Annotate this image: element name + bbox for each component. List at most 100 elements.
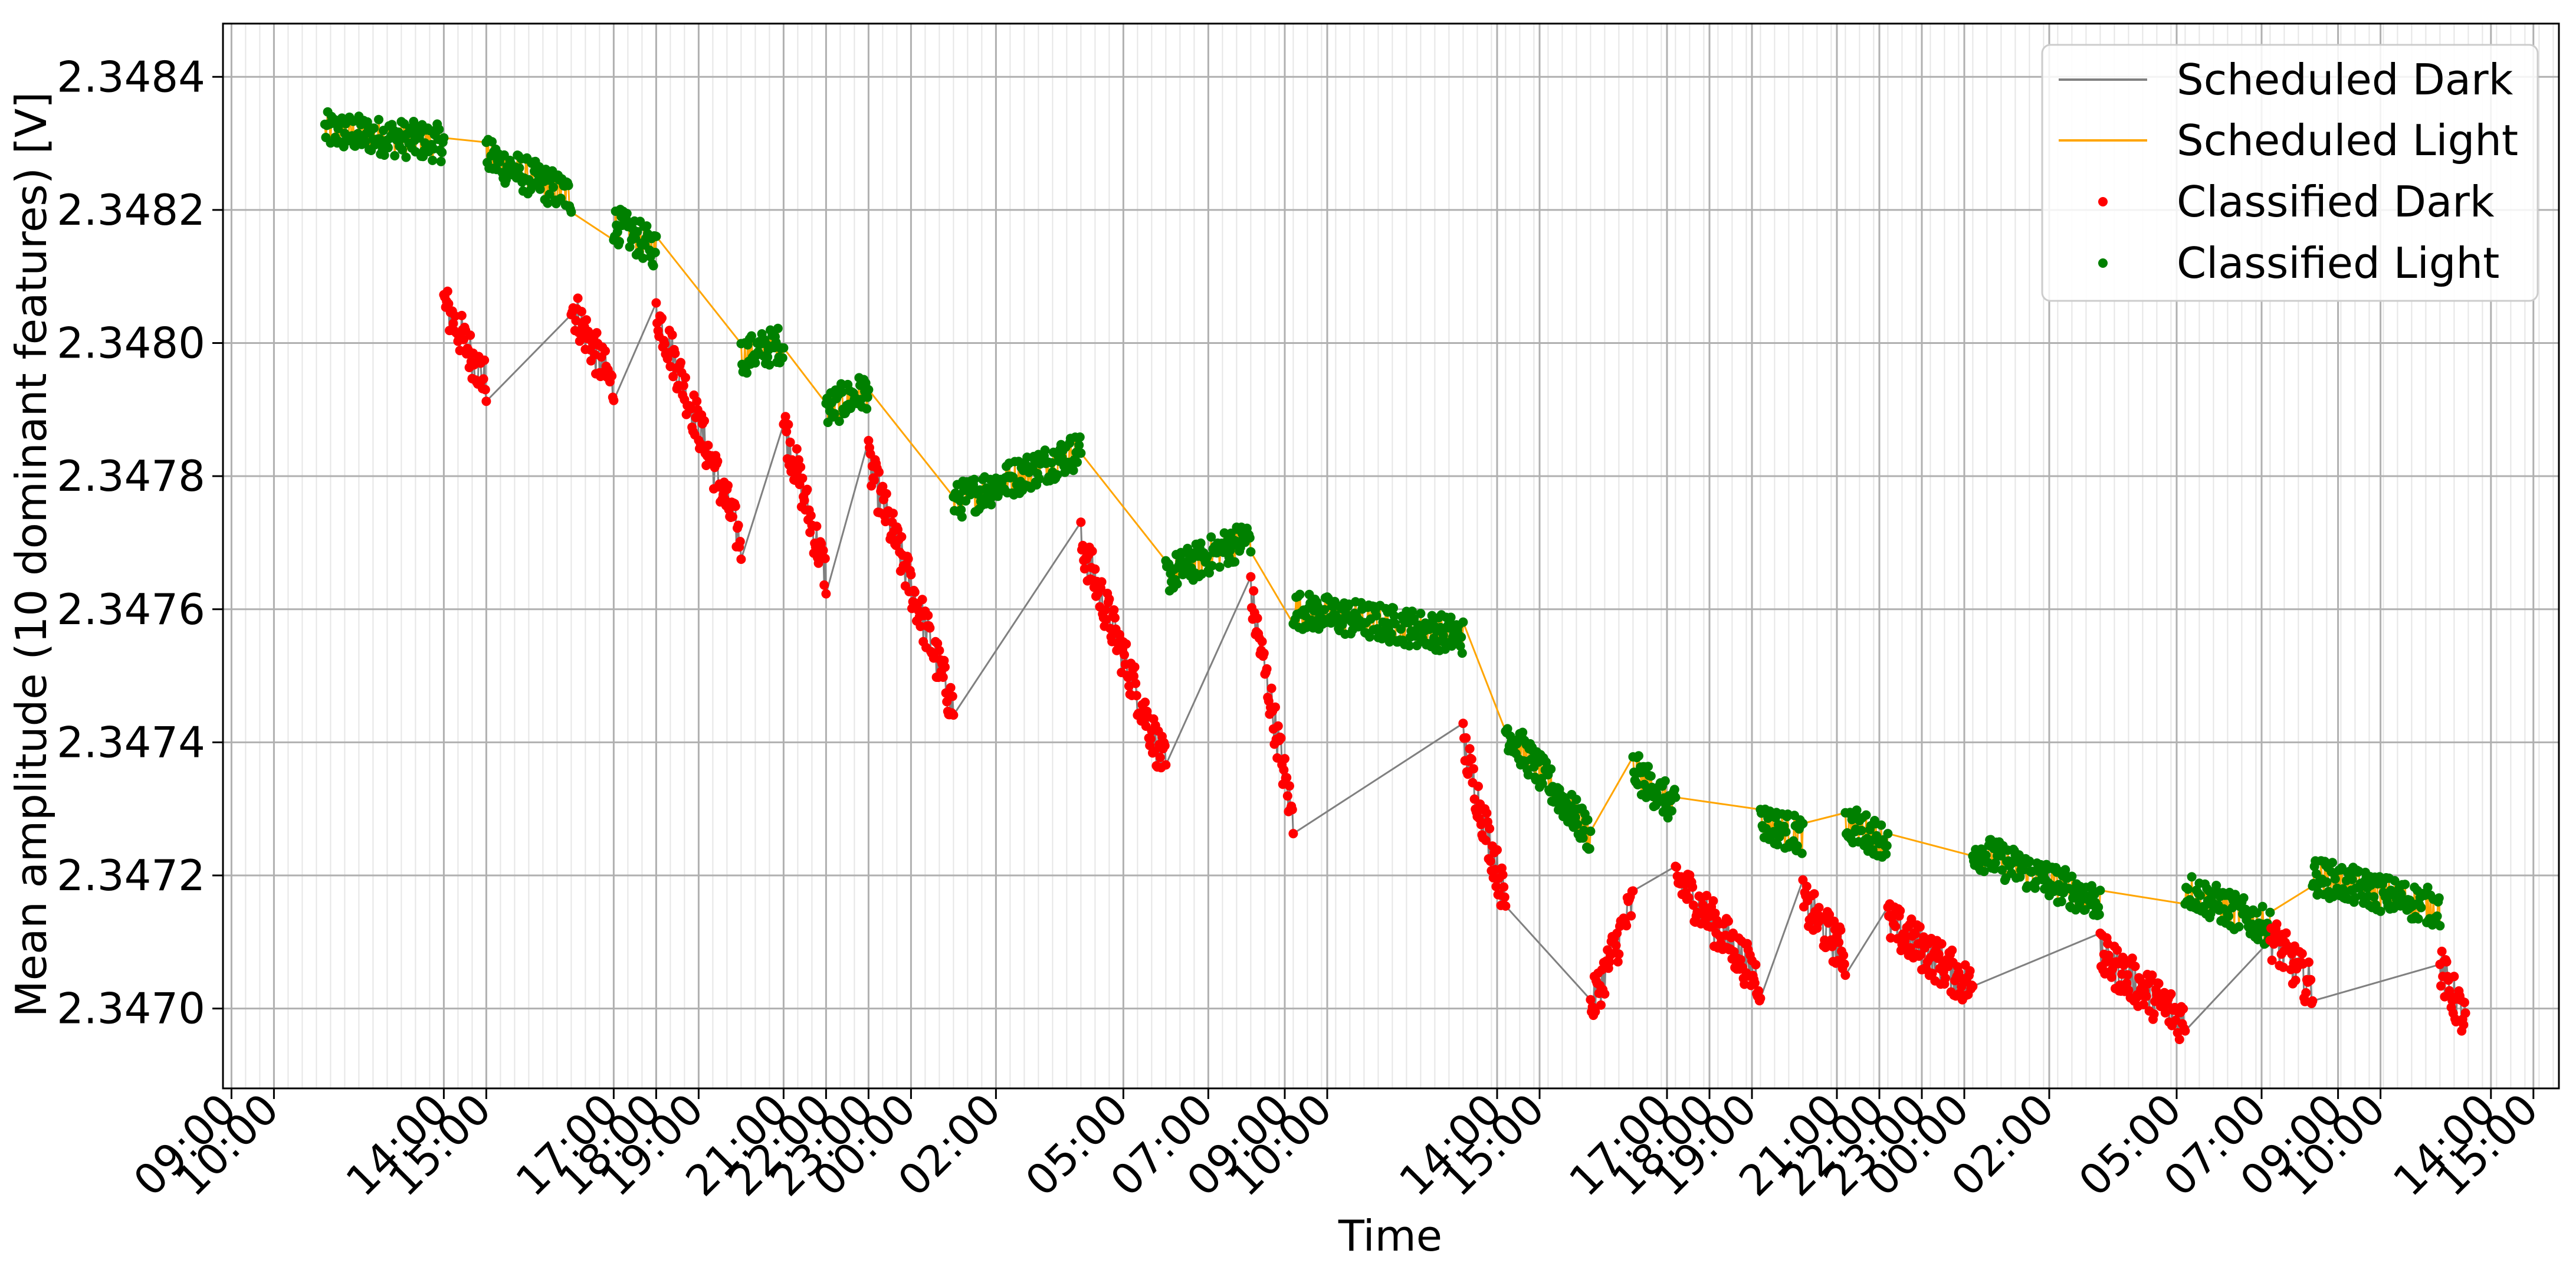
scheduled-dark-connector	[2184, 940, 2271, 1032]
classified-dark-point	[1622, 921, 1632, 931]
classified-dark-point	[1702, 891, 1712, 901]
classified-light-point	[837, 387, 847, 397]
classified-light-point	[2375, 906, 2385, 916]
classified-dark-point	[893, 524, 903, 534]
classified-dark-point	[1829, 916, 1839, 926]
classified-dark-point	[940, 662, 950, 672]
classified-dark-point	[799, 496, 809, 506]
classified-light-point	[1446, 612, 1456, 622]
classified-dark-point	[723, 481, 733, 490]
classified-dark-point	[1891, 921, 1901, 931]
classified-light-point	[1172, 579, 1182, 589]
classified-light-point	[1389, 603, 1398, 613]
classified-dark-point	[2460, 1008, 2470, 1018]
classified-light-point	[764, 360, 775, 370]
classified-dark-point	[2449, 972, 2459, 982]
classified-light-point	[956, 505, 966, 515]
classified-dark-point	[1754, 986, 1764, 996]
classified-light-point	[439, 133, 449, 143]
classified-dark-point	[2267, 955, 2277, 965]
classified-light-point	[650, 248, 660, 257]
classified-dark-point	[869, 475, 879, 485]
classified-light-point	[2239, 893, 2249, 903]
classified-dark-point	[1131, 691, 1141, 701]
classified-dark-point	[607, 371, 617, 381]
classified-dark-point	[651, 298, 661, 308]
scheduled-dark-connector	[613, 302, 657, 401]
classified-dark-point	[575, 336, 585, 346]
classified-dark-point	[1491, 881, 1501, 891]
classified-light-point	[862, 404, 872, 414]
classified-light-point	[2400, 880, 2410, 890]
plot-points	[320, 107, 2470, 1044]
classified-dark-point	[1937, 939, 1947, 949]
classified-dark-point	[480, 355, 490, 365]
classified-dark-point	[692, 396, 702, 406]
classified-light-point	[638, 253, 648, 263]
classified-light-point	[2396, 889, 2406, 899]
classified-dark-point	[2306, 975, 2316, 985]
classified-light-point	[1663, 813, 1673, 823]
classified-light-point	[549, 182, 558, 192]
classified-dark-point	[796, 462, 806, 472]
classified-light-point	[543, 198, 553, 208]
classified-dark-point	[946, 683, 956, 693]
classified-dark-point	[1273, 721, 1283, 731]
classified-dark-point	[2127, 953, 2137, 963]
scheduled-light-connector	[1888, 832, 1973, 857]
classified-light-point	[1646, 771, 1656, 781]
classified-light-point	[1997, 865, 2007, 875]
classified-dark-point	[1684, 893, 1694, 903]
classified-dark-point	[1834, 937, 1844, 947]
classified-dark-point	[780, 412, 790, 422]
classified-light-point	[2322, 877, 2332, 887]
legend-label-scheduled-light: Scheduled Light	[2177, 116, 2518, 165]
classified-light-point	[2024, 856, 2034, 866]
classified-dark-point	[1109, 605, 1119, 615]
classified-dark-point	[1129, 671, 1138, 681]
classified-dark-point	[1131, 678, 1141, 688]
classified-dark-point	[798, 473, 808, 483]
classified-light-point	[969, 474, 979, 484]
classified-dark-point	[2141, 991, 2151, 1001]
classified-dark-point	[1596, 1000, 1606, 1010]
classified-light-point	[544, 189, 554, 199]
classified-dark-point	[1492, 845, 1502, 855]
classified-dark-point	[1465, 744, 1475, 754]
classified-dark-point	[1586, 995, 1596, 1005]
classified-dark-point	[1688, 882, 1698, 892]
classified-dark-point	[1626, 911, 1636, 921]
classified-light-point	[829, 409, 839, 419]
classified-dark-point	[2272, 919, 2282, 929]
classified-light-point	[2369, 892, 2379, 902]
classified-light-point	[2183, 884, 2193, 894]
classified-light-point	[773, 323, 783, 333]
classified-dark-point	[571, 316, 581, 326]
classified-light-point	[2093, 902, 2104, 912]
classified-light-point	[1537, 779, 1547, 789]
classified-light-point	[2390, 876, 2400, 885]
classified-dark-point	[812, 521, 822, 532]
classified-light-point	[1660, 776, 1670, 786]
classified-dark-point	[659, 339, 670, 349]
classified-dark-point	[1501, 901, 1511, 911]
legend: Scheduled Dark Scheduled Light Classifie…	[2041, 44, 2539, 302]
classified-light-point	[1979, 867, 1989, 877]
classified-dark-point	[1140, 697, 1150, 707]
classified-dark-point	[730, 501, 740, 511]
classified-light-point	[374, 114, 383, 124]
classified-dark-point	[2106, 972, 2116, 982]
classified-light-point	[369, 123, 379, 133]
classified-light-point	[1578, 833, 1588, 843]
classified-light-point	[1570, 812, 1580, 822]
classified-dark-point	[1271, 702, 1280, 712]
classified-light-point	[1458, 617, 1468, 627]
classified-light-point	[1667, 806, 1676, 816]
classified-dark-point	[1751, 960, 1761, 970]
classified-light-point	[1074, 440, 1084, 450]
classified-dark-point	[2112, 945, 2122, 955]
classified-dark-point	[1282, 773, 1292, 783]
classified-dark-point	[1499, 882, 1509, 892]
scheduled-light-connector	[444, 137, 487, 143]
classified-dark-point	[667, 330, 677, 340]
